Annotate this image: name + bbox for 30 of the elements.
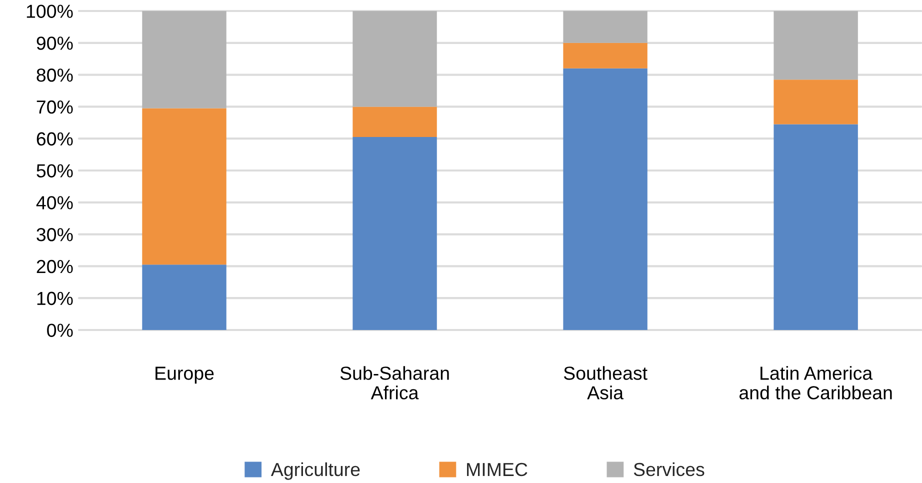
y-tick-label: 100% <box>26 4 73 18</box>
legend-label: MIMEC <box>467 462 528 476</box>
bar <box>352 106 437 138</box>
bar <box>142 108 226 265</box>
y-tick-label: 30% <box>36 228 73 242</box>
y-tick-label: 50% <box>36 164 73 178</box>
bar <box>563 42 648 68</box>
y-tick-label: 0% <box>47 324 73 337</box>
bar <box>352 11 437 107</box>
x-tick-label: Sub-Saharan Africa <box>340 366 449 400</box>
bar <box>563 68 648 330</box>
bar <box>142 11 226 108</box>
y-tick-label: 80% <box>36 68 73 82</box>
y-tick-label: 20% <box>36 260 73 274</box>
y-tick-label: 40% <box>36 196 73 210</box>
y-tick-label: 90% <box>36 36 73 50</box>
y-tick-label: 70% <box>36 100 73 114</box>
bar <box>774 11 858 80</box>
bar <box>563 11 648 43</box>
y-tick-label: 10% <box>37 292 73 306</box>
legend-label: Agriculture <box>270 462 360 480</box>
x-tick-label: Latin America and the Caribbean <box>739 366 892 400</box>
bar <box>352 137 437 330</box>
x-tick-label: Europe <box>156 366 214 384</box>
legend-label: Services <box>634 462 704 476</box>
y-tick-label: 60% <box>36 132 73 146</box>
x-tick-label: Southeast Asia <box>564 366 648 400</box>
bar <box>142 264 226 330</box>
bar <box>774 124 858 330</box>
bar <box>774 80 858 124</box>
